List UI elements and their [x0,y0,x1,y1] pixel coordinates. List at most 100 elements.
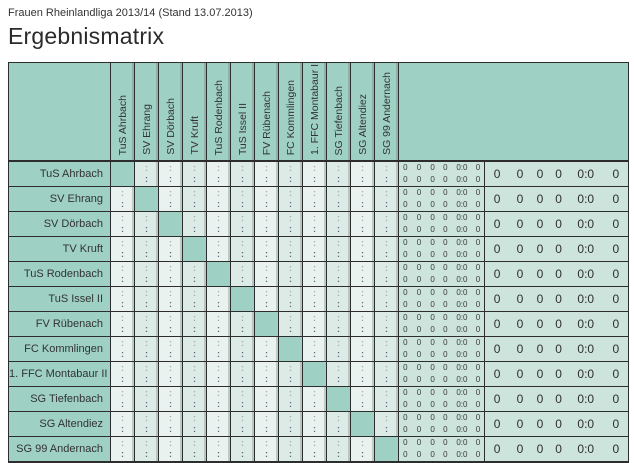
result-placeholder-bottom[interactable]: : [385,199,388,209]
result-placeholder-bottom[interactable]: : [385,249,388,259]
result-placeholder-bottom[interactable]: : [169,349,172,359]
result-placeholder-bottom[interactable]: : [289,249,292,259]
result-placeholder-bottom[interactable]: : [121,449,124,459]
result-placeholder-bottom[interactable]: : [145,424,148,434]
result-placeholder-bottom[interactable]: : [241,374,244,384]
result-placeholder-bottom[interactable]: : [337,224,340,234]
result-placeholder-bottom[interactable]: : [217,249,220,259]
result-placeholder-bottom[interactable]: : [169,299,172,309]
result-placeholder-bottom[interactable]: : [385,349,388,359]
result-placeholder-bottom[interactable]: : [337,299,340,309]
result-placeholder-bottom[interactable]: : [193,449,196,459]
result-placeholder-bottom[interactable]: : [193,424,196,434]
result-placeholder-bottom[interactable]: : [217,199,220,209]
result-placeholder-bottom[interactable]: : [193,399,196,409]
result-placeholder-bottom[interactable]: : [217,449,220,459]
result-placeholder-bottom[interactable]: : [217,324,220,334]
result-placeholder-bottom[interactable]: : [217,174,220,184]
result-placeholder-bottom[interactable]: : [385,374,388,384]
result-placeholder-bottom[interactable]: : [313,199,316,209]
result-placeholder-bottom[interactable]: : [145,349,148,359]
result-placeholder-bottom[interactable]: : [265,424,268,434]
result-placeholder-bottom[interactable]: : [145,399,148,409]
result-placeholder-bottom[interactable]: : [169,374,172,384]
result-placeholder-bottom[interactable]: : [241,424,244,434]
result-placeholder-bottom[interactable]: : [241,449,244,459]
result-placeholder-bottom[interactable]: : [361,374,364,384]
result-placeholder-bottom[interactable]: : [241,349,244,359]
result-placeholder-bottom[interactable]: : [217,374,220,384]
result-placeholder-bottom[interactable]: : [289,324,292,334]
result-placeholder-bottom[interactable]: : [313,174,316,184]
result-placeholder-bottom[interactable]: : [361,224,364,234]
result-placeholder-bottom[interactable]: : [313,249,316,259]
result-placeholder-bottom[interactable]: : [289,274,292,284]
result-placeholder-bottom[interactable]: : [193,324,196,334]
result-placeholder-bottom[interactable]: : [145,249,148,259]
result-placeholder-bottom[interactable]: : [193,199,196,209]
result-placeholder-bottom[interactable]: : [337,374,340,384]
result-placeholder-bottom[interactable]: : [289,199,292,209]
result-placeholder-bottom[interactable]: : [145,224,148,234]
result-placeholder-bottom[interactable]: : [289,174,292,184]
result-placeholder-bottom[interactable]: : [121,224,124,234]
result-placeholder-bottom[interactable]: : [337,349,340,359]
result-placeholder-bottom[interactable]: : [361,249,364,259]
result-placeholder-bottom[interactable]: : [313,274,316,284]
result-placeholder-bottom[interactable]: : [169,174,172,184]
result-placeholder-bottom[interactable]: : [145,324,148,334]
result-placeholder-bottom[interactable]: : [265,199,268,209]
result-placeholder-bottom[interactable]: : [289,374,292,384]
result-placeholder-bottom[interactable]: : [121,274,124,284]
result-placeholder-bottom[interactable]: : [289,299,292,309]
result-placeholder-bottom[interactable]: : [121,324,124,334]
result-placeholder-bottom[interactable]: : [241,199,244,209]
result-placeholder-bottom[interactable]: : [217,424,220,434]
result-placeholder-bottom[interactable]: : [217,349,220,359]
result-placeholder-bottom[interactable]: : [361,299,364,309]
result-placeholder-bottom[interactable]: : [193,299,196,309]
result-placeholder-bottom[interactable]: : [337,249,340,259]
result-placeholder-bottom[interactable]: : [145,174,148,184]
result-placeholder-bottom[interactable]: : [385,174,388,184]
result-placeholder-bottom[interactable]: : [337,274,340,284]
result-placeholder-bottom[interactable]: : [169,199,172,209]
result-placeholder-bottom[interactable]: : [241,324,244,334]
result-placeholder-bottom[interactable]: : [361,274,364,284]
result-placeholder-bottom[interactable]: : [313,424,316,434]
result-placeholder-bottom[interactable]: : [361,349,364,359]
result-placeholder-bottom[interactable]: : [241,249,244,259]
result-placeholder-bottom[interactable]: : [193,174,196,184]
result-placeholder-bottom[interactable]: : [121,299,124,309]
result-placeholder-bottom[interactable]: : [145,449,148,459]
result-placeholder-bottom[interactable]: : [241,174,244,184]
result-placeholder-bottom[interactable]: : [313,399,316,409]
result-placeholder-bottom[interactable]: : [265,399,268,409]
result-placeholder-bottom[interactable]: : [337,174,340,184]
result-placeholder-bottom[interactable]: : [361,449,364,459]
result-placeholder-bottom[interactable]: : [385,399,388,409]
result-placeholder-bottom[interactable]: : [265,449,268,459]
result-placeholder-bottom[interactable]: : [361,174,364,184]
result-placeholder-bottom[interactable]: : [145,274,148,284]
result-placeholder-bottom[interactable]: : [361,199,364,209]
result-placeholder-bottom[interactable]: : [193,374,196,384]
result-placeholder-bottom[interactable]: : [217,224,220,234]
result-placeholder-bottom[interactable]: : [169,399,172,409]
result-placeholder-bottom[interactable]: : [385,224,388,234]
result-placeholder-bottom[interactable]: : [265,374,268,384]
result-placeholder-bottom[interactable]: : [313,349,316,359]
result-placeholder-bottom[interactable]: : [121,374,124,384]
result-placeholder-bottom[interactable]: : [217,299,220,309]
result-placeholder-bottom[interactable]: : [121,249,124,259]
result-placeholder-bottom[interactable]: : [241,224,244,234]
result-placeholder-bottom[interactable]: : [169,274,172,284]
result-placeholder-bottom[interactable]: : [289,224,292,234]
result-placeholder-bottom[interactable]: : [313,299,316,309]
result-placeholder-bottom[interactable]: : [337,449,340,459]
result-placeholder-bottom[interactable]: : [145,374,148,384]
result-placeholder-bottom[interactable]: : [289,399,292,409]
result-placeholder-bottom[interactable]: : [313,324,316,334]
result-placeholder-bottom[interactable]: : [289,424,292,434]
result-placeholder-bottom[interactable]: : [193,274,196,284]
